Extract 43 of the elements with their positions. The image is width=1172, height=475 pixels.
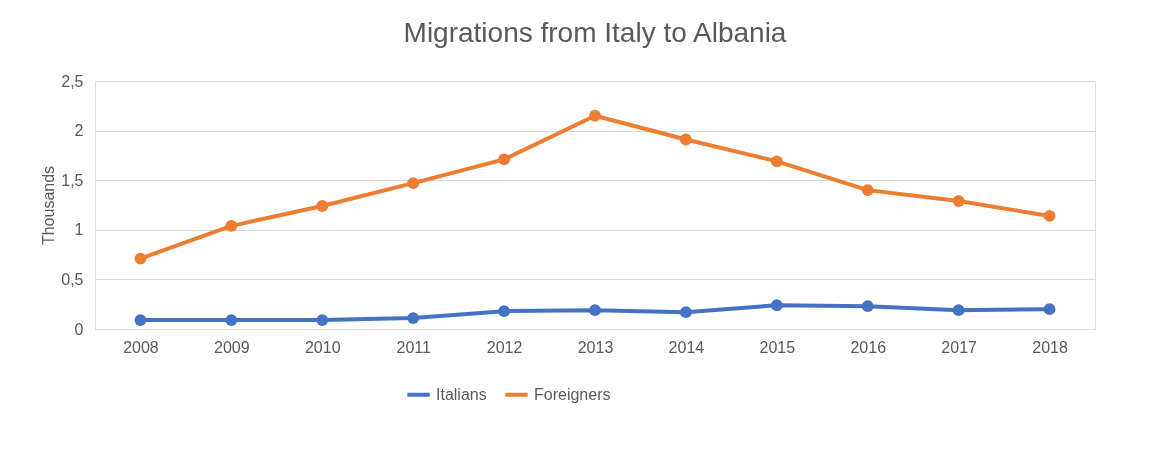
- x-tick-label: 2013: [577, 338, 614, 356]
- legend-label: Italians: [436, 385, 487, 403]
- y-tick-label: 2: [74, 122, 84, 140]
- y-tick-label: 1,5: [61, 171, 84, 189]
- point: [498, 305, 511, 318]
- y-tick-label: 2,5: [61, 72, 84, 90]
- point: [225, 219, 238, 232]
- y-tick-label: 1: [74, 221, 84, 239]
- point: [861, 184, 874, 197]
- x-tick-label: 2017: [941, 338, 978, 356]
- x-tick-label: 2015: [759, 338, 796, 356]
- point: [1043, 210, 1056, 222]
- x-tick-label: 2016: [850, 338, 887, 356]
- y-tick-label: 0,5: [61, 270, 84, 288]
- point: [952, 195, 965, 207]
- y-axis-title: Thousands: [40, 165, 58, 246]
- point: [316, 314, 329, 326]
- point: [770, 155, 783, 168]
- y-tick-label: 0: [74, 320, 84, 338]
- point: [316, 200, 329, 212]
- point: [407, 312, 420, 324]
- x-tick-label: 2011: [396, 338, 431, 356]
- point: [407, 177, 420, 190]
- point: [679, 133, 692, 146]
- point: [770, 299, 783, 312]
- x-tick-label: 2018: [1032, 338, 1068, 356]
- point: [225, 314, 238, 326]
- point: [1043, 303, 1056, 316]
- x-tick-label: 2009: [214, 338, 250, 356]
- point: [952, 304, 965, 317]
- point: [134, 314, 147, 326]
- x-tick-label: 2012: [486, 338, 523, 356]
- x-tick-label: 2010: [304, 338, 341, 356]
- legend-label: Foreigners: [534, 385, 611, 403]
- point: [679, 306, 692, 319]
- x-tick-label: 2014: [668, 338, 705, 356]
- point: [589, 304, 601, 317]
- x-tick-label: 2008: [123, 338, 159, 356]
- chart-title: Migrations from Italy to Albania: [403, 17, 787, 48]
- point: [134, 252, 147, 265]
- point: [861, 300, 874, 313]
- point: [589, 109, 601, 122]
- point: [498, 153, 511, 166]
